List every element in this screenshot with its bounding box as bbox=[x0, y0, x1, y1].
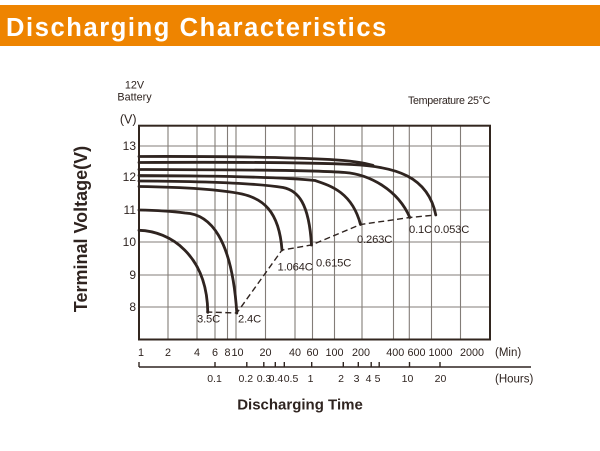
svg-text:60: 60 bbox=[306, 347, 318, 359]
svg-text:4: 4 bbox=[194, 347, 200, 359]
svg-text:100: 100 bbox=[325, 347, 343, 359]
svg-text:13: 13 bbox=[123, 139, 137, 153]
svg-text:Battery: Battery bbox=[117, 92, 152, 104]
svg-text:600: 600 bbox=[407, 347, 425, 359]
svg-text:0.1: 0.1 bbox=[207, 373, 222, 385]
svg-text:40: 40 bbox=[289, 347, 301, 359]
svg-text:1: 1 bbox=[308, 373, 314, 385]
svg-text:12: 12 bbox=[123, 170, 137, 184]
svg-text:400: 400 bbox=[386, 347, 404, 359]
svg-text:0.4: 0.4 bbox=[269, 373, 284, 385]
svg-text:Terminal Voltage(V): Terminal Voltage(V) bbox=[71, 146, 91, 312]
svg-text:(Min): (Min) bbox=[495, 347, 521, 359]
svg-text:6: 6 bbox=[212, 347, 218, 359]
svg-text:0.053C: 0.053C bbox=[434, 224, 469, 236]
svg-text:20: 20 bbox=[435, 373, 447, 385]
svg-text:1.064C: 1.064C bbox=[278, 262, 313, 274]
svg-text:9: 9 bbox=[129, 268, 136, 282]
svg-text:10: 10 bbox=[123, 235, 137, 249]
svg-text:10: 10 bbox=[402, 373, 414, 385]
svg-text:10: 10 bbox=[231, 347, 243, 359]
svg-text:8: 8 bbox=[129, 300, 136, 314]
svg-text:2: 2 bbox=[338, 373, 344, 385]
svg-text:0.263C: 0.263C bbox=[357, 234, 392, 246]
svg-text:Temperature 25°C: Temperature 25°C bbox=[408, 95, 491, 107]
svg-text:0.5: 0.5 bbox=[284, 373, 299, 385]
svg-text:2.4C: 2.4C bbox=[238, 314, 261, 326]
svg-text:(Hours): (Hours) bbox=[495, 374, 534, 386]
svg-text:1: 1 bbox=[138, 347, 144, 359]
svg-text:200: 200 bbox=[352, 347, 370, 359]
svg-text:3.5C: 3.5C bbox=[197, 314, 220, 326]
svg-text:12V: 12V bbox=[125, 80, 145, 92]
svg-text:20: 20 bbox=[259, 347, 271, 359]
svg-text:2: 2 bbox=[165, 347, 171, 359]
svg-text:4: 4 bbox=[366, 373, 372, 385]
svg-text:0.2: 0.2 bbox=[238, 373, 253, 385]
svg-text:2000: 2000 bbox=[460, 347, 484, 359]
svg-text:(V): (V) bbox=[120, 113, 137, 127]
svg-text:3: 3 bbox=[354, 373, 360, 385]
svg-text:0.1C: 0.1C bbox=[409, 224, 432, 236]
svg-text:0.615C: 0.615C bbox=[316, 258, 351, 270]
svg-text:1000: 1000 bbox=[428, 347, 452, 359]
svg-text:8: 8 bbox=[224, 347, 230, 359]
svg-text:5: 5 bbox=[375, 373, 381, 385]
svg-text:11: 11 bbox=[124, 203, 137, 217]
svg-text:Discharging Time: Discharging Time bbox=[237, 397, 363, 414]
svg-text:0.3: 0.3 bbox=[257, 373, 272, 385]
